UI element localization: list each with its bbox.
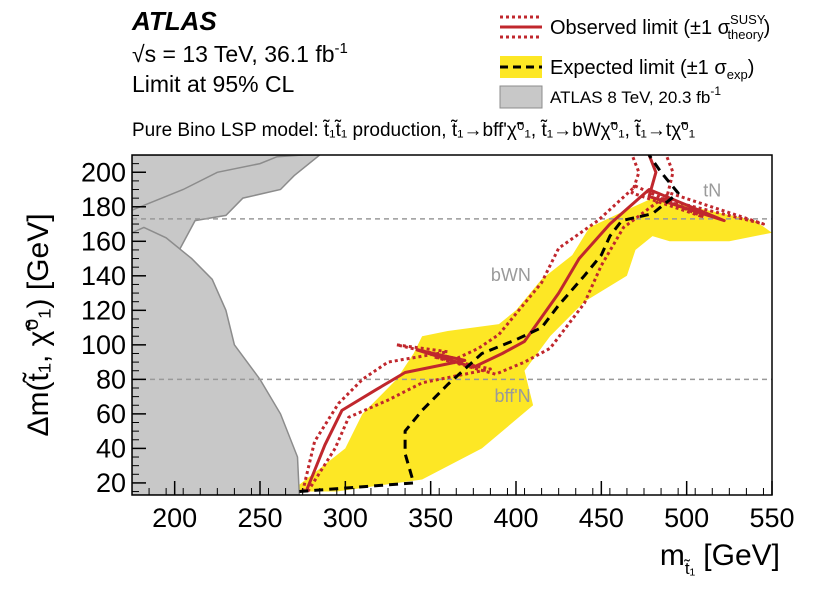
series-line-2 (306, 155, 765, 493)
plot-frame (131, 154, 773, 496)
series-line-1 (301, 155, 706, 492)
cl-label: Limit at 95% CL (132, 71, 295, 97)
y-tick-label-8: 180 (81, 192, 126, 222)
x-tick-label-2: 300 (323, 503, 368, 533)
run1-exclusion-2 (132, 155, 303, 211)
y-tick-label-6: 140 (81, 261, 126, 291)
x-tick-label-1: 250 (237, 503, 282, 533)
y-axis-title: Δm(t̃₁, χ̃⁰₁) [GeV] (22, 213, 55, 436)
y-tick-label-2: 60 (96, 399, 126, 429)
x-tick-label-7: 550 (749, 503, 794, 533)
axes: 200 250 300 350 400 450 500 550 20 40 60 80 100 120 14… (81, 154, 795, 533)
legend-run1-swatch (499, 85, 543, 109)
y-tick-label-5: 120 (81, 295, 126, 325)
region-label-0: tN (703, 180, 721, 200)
x-tick-label-5: 450 (579, 503, 624, 533)
x-axis-title: mt̃₁ [GeV] (660, 539, 780, 578)
x-tick-label-0: 200 (152, 503, 197, 533)
legend-observed-label: Observed limit (±1 σSUSY theory) (550, 12, 770, 42)
region-label-2: bWN (491, 265, 531, 285)
energy-lumi-label: √s = 13 TeV, 36.1 fb-1 (132, 40, 348, 67)
legend-expected-label: Expected limit (±1 σexp) (550, 57, 754, 82)
legend-run1-label: ATLAS 8 TeV, 20.3 fb-1 (550, 84, 721, 107)
x-tick-label-6: 500 (664, 503, 709, 533)
y-tick-label-0: 20 (96, 468, 126, 498)
run1-exclusion-1 (132, 226, 301, 495)
y-tick-label-3: 80 (96, 364, 126, 394)
series-line-3 (299, 155, 680, 493)
legend: Observed limit (±1 σSUSY theory) Expected… (499, 12, 770, 109)
expected-band (290, 198, 772, 492)
plot-area: tN bff'N bWN (132, 155, 772, 495)
y-tick-label-9: 200 (81, 157, 126, 187)
region-label-1: bff'N (495, 386, 531, 406)
x-tick-label-4: 400 (493, 503, 538, 533)
model-label: Pure Bino LSP model: t̃₁t̃₁ production, … (132, 119, 695, 141)
experiment-label: ATLAS (131, 6, 217, 36)
y-tick-label-7: 160 (81, 226, 126, 256)
series-line-0 (304, 155, 726, 493)
y-tick-label-1: 40 (96, 433, 126, 463)
y-tick-label-4: 100 (81, 330, 126, 360)
x-tick-label-3: 350 (408, 503, 453, 533)
